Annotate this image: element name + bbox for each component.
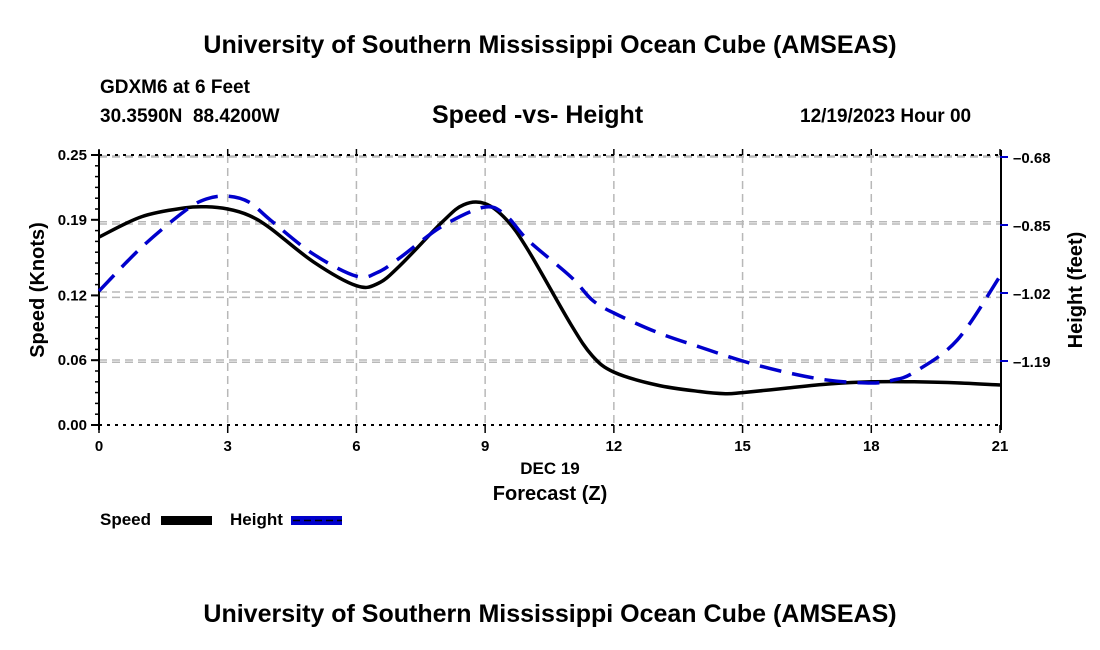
y-axis-label: Speed (Knots) xyxy=(27,222,49,358)
tick-labels: 0 3 6 9 12 15 18 21 0.00 0.06 0.12 0.19 0.25 –0.68 –0.… xyxy=(58,147,1051,455)
x-tick-label: 3 xyxy=(224,438,232,455)
station-label: GDXM6 at 6 Feet xyxy=(100,77,250,98)
series xyxy=(97,194,1002,396)
x-tick-label: 0 xyxy=(95,438,103,455)
y-tick-label: 0.19 xyxy=(58,212,87,229)
coordinates-label: 30.3590N 88.4200W xyxy=(100,106,280,127)
y-tick-label: 0.00 xyxy=(58,417,87,434)
grid xyxy=(99,155,1000,425)
y2-tick-label: –0.85 xyxy=(1013,218,1051,235)
y2-tick-label: –1.19 xyxy=(1013,354,1051,371)
axis-ticks xyxy=(91,149,1008,433)
y-tick-label: 0.25 xyxy=(58,147,87,164)
y-tick-label: 0.06 xyxy=(58,352,87,369)
chart-main-title: University of Southern Mississippi Ocean… xyxy=(203,31,897,59)
series-line-speed xyxy=(98,200,1001,396)
legend-speed-label: Speed xyxy=(100,510,151,529)
x-tick-label: 15 xyxy=(734,438,751,455)
x-tick-label: 18 xyxy=(863,438,880,455)
x-axis-date-label: DEC 19 xyxy=(520,459,580,478)
x-tick-label: 9 xyxy=(481,438,489,455)
y2-tick-label: –0.68 xyxy=(1013,150,1051,167)
x-axis-label: Forecast (Z) xyxy=(493,483,607,505)
series-line-height xyxy=(97,194,1002,385)
legend: Speed Height xyxy=(100,510,342,529)
x-tick-label: 12 xyxy=(606,438,623,455)
footer-title: University of Southern Mississippi Ocean… xyxy=(203,600,897,628)
legend-speed-swatch xyxy=(161,516,212,525)
y2-tick-label: –1.02 xyxy=(1013,286,1051,303)
legend-height-label: Height xyxy=(230,510,283,529)
x-tick-label: 21 xyxy=(992,438,1009,455)
forecast-datetime: 12/19/2023 Hour 00 xyxy=(800,106,972,127)
y-tick-label: 0.12 xyxy=(58,287,87,304)
y2-axis-label: Height (feet) xyxy=(1065,232,1087,349)
chart-subtitle: Speed -vs- Height xyxy=(432,101,644,129)
x-tick-label: 6 xyxy=(352,438,360,455)
